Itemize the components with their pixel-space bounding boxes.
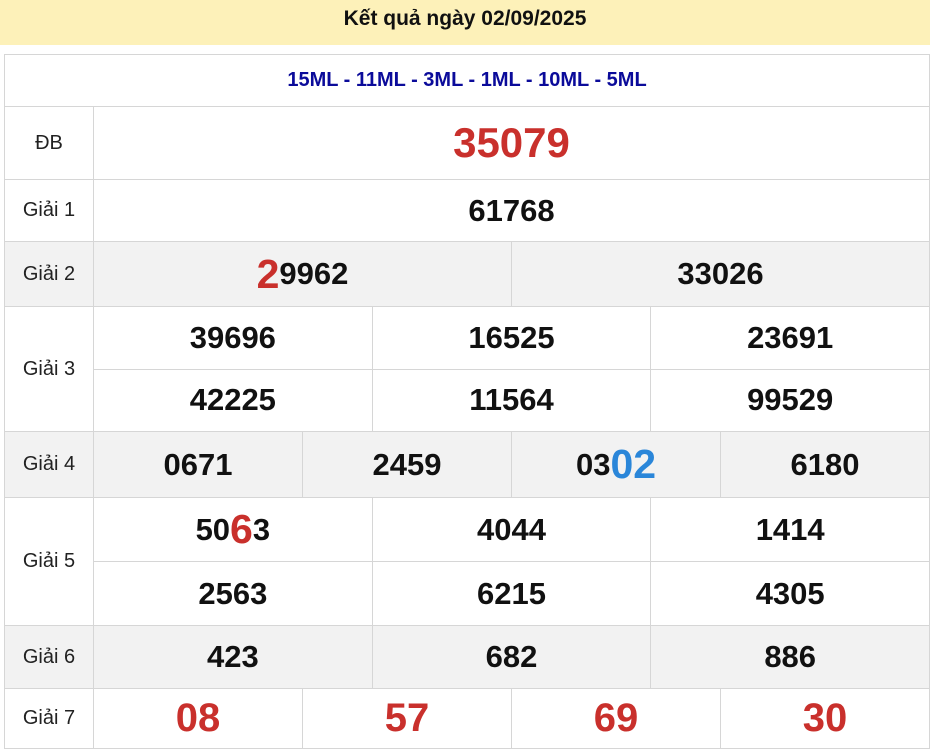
- highlighted-digits: 2: [256, 250, 280, 297]
- digits: 42225: [189, 382, 276, 418]
- digits: 03: [575, 446, 611, 482]
- prize-row: Giải 7 08 57 69 30: [5, 689, 930, 749]
- digits: 423: [206, 639, 259, 674]
- prize-number: 16525: [371, 307, 651, 369]
- prize-number: 50 6 3: [94, 498, 372, 561]
- prize-number: 30: [720, 689, 929, 748]
- prize-number: 1414: [650, 498, 929, 561]
- prize-row: ĐB 35079: [5, 107, 930, 180]
- prize-label: Giải 3: [5, 307, 94, 431]
- digits: 50: [195, 511, 231, 547]
- prize-number: 2459: [302, 432, 511, 497]
- digits: 33026: [677, 256, 764, 291]
- prize-number: 886: [650, 626, 929, 688]
- prize-number: 423: [94, 626, 372, 688]
- digits: 4305: [755, 575, 825, 611]
- prize-label: ĐB: [5, 107, 94, 179]
- prize-number: 4305: [650, 562, 929, 625]
- digits: 3: [252, 511, 271, 547]
- digits: 30: [802, 696, 848, 740]
- digits: 08: [175, 696, 221, 740]
- digits: 11564: [469, 382, 554, 418]
- prize-number: 6215: [371, 562, 651, 625]
- highlighted-digits: 6: [230, 506, 253, 552]
- digits: 57: [384, 696, 430, 740]
- prize-label: Giải 4: [5, 432, 94, 497]
- prize-number: 33026: [511, 242, 929, 306]
- digits: 682: [485, 639, 538, 674]
- prize-number: 2 9962: [94, 242, 511, 306]
- prize-label: Giải 5: [5, 498, 94, 625]
- digits: 23691: [747, 319, 834, 355]
- prize-number: 99529: [650, 369, 929, 431]
- digits: 6215: [477, 575, 546, 611]
- prize-label: Giải 2: [5, 242, 94, 306]
- prize-number: 2563: [94, 562, 372, 625]
- digits: 39696: [189, 319, 276, 355]
- highlighted-digits: 02: [610, 441, 657, 487]
- prize-number: 61768: [94, 180, 929, 241]
- digits: 99529: [747, 382, 834, 418]
- prize-number: 03 02: [511, 432, 720, 497]
- prize-row: Giải 3 39696 16525 23691 42225 11564 99529: [5, 307, 930, 432]
- digits: 886: [764, 639, 817, 674]
- digits: 6180: [790, 446, 860, 482]
- prize-row: Giải 4 0671 2459 03 02 6180: [5, 432, 930, 498]
- digits: 2459: [372, 446, 442, 482]
- prize-row: Giải 1 61768: [5, 180, 930, 242]
- prize-number: 35079: [94, 107, 929, 179]
- digits: 1414: [755, 511, 825, 547]
- digits: 4044: [477, 511, 546, 547]
- prize-number: 6180: [720, 432, 929, 497]
- prize-number: 682: [371, 626, 651, 688]
- prize-number: 4044: [371, 498, 651, 561]
- prize-label: Giải 7: [5, 689, 94, 748]
- digits: 0671: [163, 446, 233, 482]
- prize-number: 08: [94, 689, 302, 748]
- digits: 16525: [468, 319, 555, 355]
- prize-number: 23691: [650, 307, 929, 369]
- prize-number: 69: [511, 689, 720, 748]
- prize-number: 42225: [94, 370, 372, 432]
- prize-label: Giải 1: [5, 180, 94, 241]
- prize-number: 0671: [94, 432, 302, 497]
- prize-row: Giải 2 2 9962 33026: [5, 242, 930, 307]
- prize-number: 39696: [94, 307, 372, 369]
- prize-label: Giải 6: [5, 626, 94, 688]
- digits: 2563: [198, 575, 268, 611]
- results-date-header: Kết quả ngày 02/09/2025: [0, 0, 930, 45]
- lottery-codes: 15ML - 11ML - 3ML - 1ML - 10ML - 5ML: [287, 69, 647, 91]
- prize-row: Giải 6 423 682 886: [5, 626, 930, 689]
- prize-number: 57: [302, 689, 511, 748]
- digits: 35079: [453, 119, 570, 166]
- results-table: 15ML - 11ML - 3ML - 1ML - 10ML - 5ML ĐB 3…: [4, 54, 930, 749]
- digits: 69: [593, 696, 639, 740]
- prize-row: Giải 5 50 6 3 4044 1414 2563 6215 4305: [5, 498, 930, 626]
- digits: 9962: [279, 256, 349, 291]
- digits: 61768: [468, 192, 555, 228]
- prize-number: 11564: [371, 369, 651, 431]
